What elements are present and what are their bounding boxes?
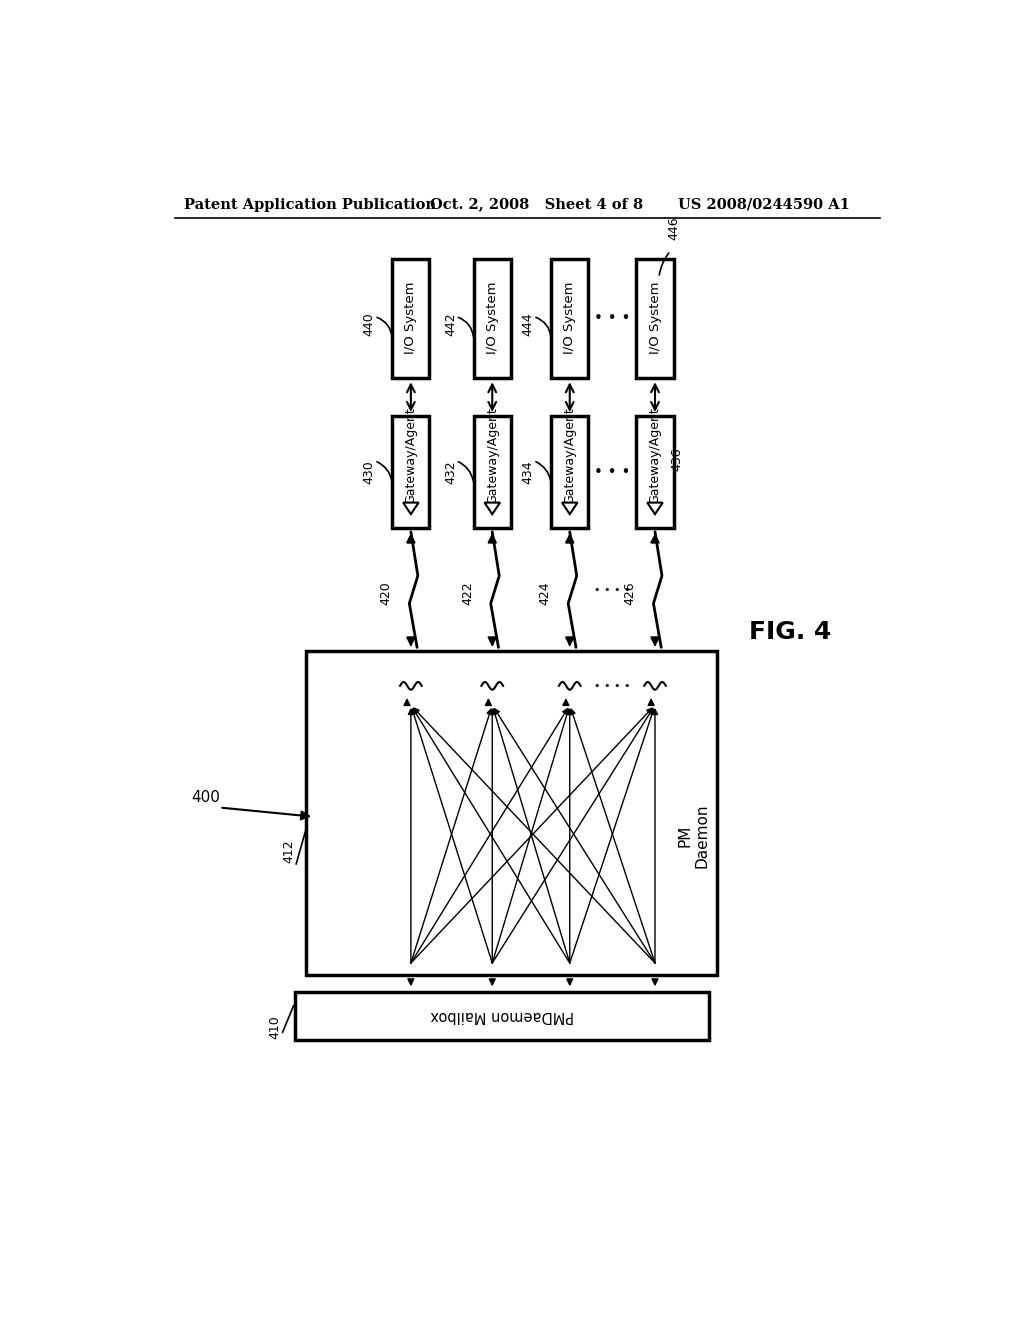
Text: 426: 426 [624,582,637,606]
Text: I/O System: I/O System [648,282,662,355]
Text: • • •: • • • [594,310,631,326]
Text: • • • •: • • • • [594,681,631,690]
Polygon shape [647,503,663,515]
Text: 422: 422 [461,582,474,606]
Bar [306,651,717,974]
Bar [636,259,674,378]
Bar [392,416,429,528]
Text: Gateway/Agent: Gateway/Agent [648,407,662,504]
Text: • • • •: • • • • [594,585,631,594]
Text: 442: 442 [443,313,457,337]
Text: 444: 444 [521,313,535,337]
Text: PM
Daemon: PM Daemon [678,804,710,869]
Text: 410: 410 [268,1015,282,1039]
Text: 420: 420 [380,582,392,606]
Bar [636,416,674,528]
Text: US 2008/0244590 A1: US 2008/0244590 A1 [678,198,850,211]
Text: Gateway/Agent: Gateway/Agent [485,407,499,504]
Bar [392,259,429,378]
Polygon shape [484,503,500,515]
Text: 446: 446 [668,216,681,239]
Text: I/O System: I/O System [563,282,577,355]
Text: 412: 412 [283,840,296,863]
Text: 424: 424 [539,582,552,606]
Bar [474,259,511,378]
Text: 434: 434 [521,461,535,484]
Bar [551,416,589,528]
Polygon shape [562,503,578,515]
Text: I/O System: I/O System [404,282,418,355]
Text: 436: 436 [670,447,683,471]
Text: Gateway/Agent: Gateway/Agent [563,407,577,504]
Text: 432: 432 [443,461,457,484]
Text: I/O System: I/O System [485,282,499,355]
Text: Gateway/Agent: Gateway/Agent [404,407,418,504]
Text: • • •: • • • [594,465,631,479]
Text: Patent Application Publication: Patent Application Publication [183,198,436,211]
Text: 440: 440 [362,313,376,337]
Text: 400: 400 [191,789,220,805]
Text: FIG. 4: FIG. 4 [750,620,831,644]
Text: Oct. 2, 2008   Sheet 4 of 8: Oct. 2, 2008 Sheet 4 of 8 [430,198,643,211]
Text: PMDaemon Mailbox: PMDaemon Mailbox [430,1008,573,1023]
Polygon shape [403,503,419,515]
Bar [474,416,511,528]
Text: 430: 430 [362,461,376,484]
Bar [295,991,710,1040]
Bar [551,259,589,378]
